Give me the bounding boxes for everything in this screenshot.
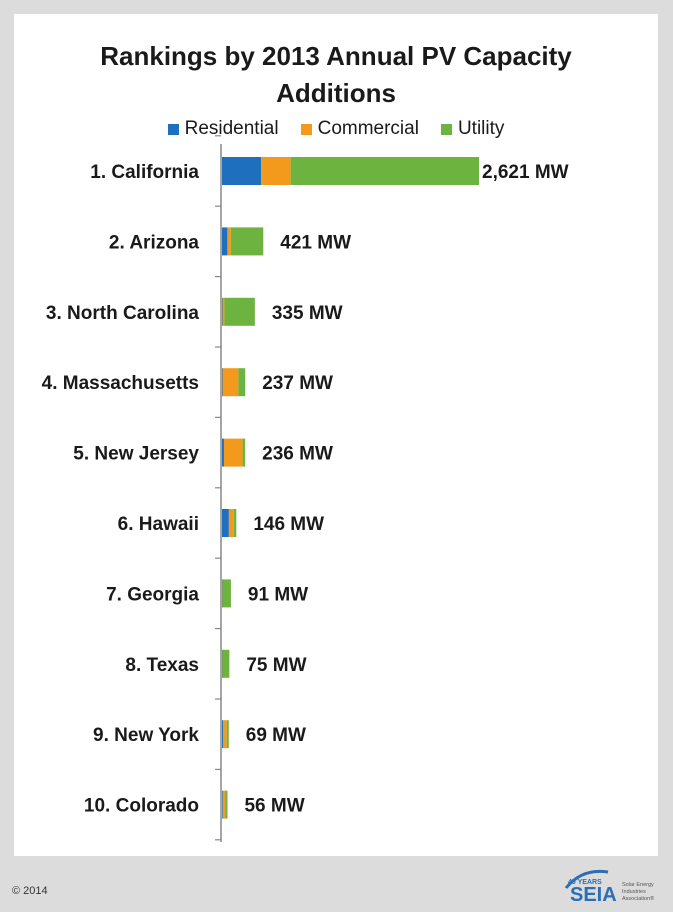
category-label-colorado: 10. Colorado <box>84 796 199 817</box>
seia-logo-icon: 40 YEARS SEIA Solar Energy Industries As… <box>564 869 654 906</box>
bar-new-york-utility <box>226 720 229 749</box>
category-label-new-york: 9. New York <box>93 725 199 746</box>
bar-new-jersey-commercial <box>223 438 243 467</box>
logo-tagline-line-1: Solar Energy <box>622 882 654 888</box>
category-label-texas: 8. Texas <box>125 655 199 676</box>
data-label-california: 2,621 MW <box>482 162 569 183</box>
chart-title: Rankings by 2013 Annual PV Capacity Addi… <box>14 38 658 112</box>
bar-california-residential <box>222 157 262 185</box>
chart-title-line-1: Rankings by 2013 Annual PV Capacity <box>100 41 572 71</box>
legend-label-utility: Utility <box>457 118 505 139</box>
legend: Residential Commercial Utility <box>14 118 658 140</box>
data-label-new-jersey: 236 MW <box>262 444 333 465</box>
bar-colorado-utility <box>225 790 228 819</box>
bar-hawaii-residential <box>222 509 229 537</box>
category-label-massachusetts: 4. Massachusetts <box>42 373 199 394</box>
category-label-north-carolina: 3. North Carolina <box>46 303 200 324</box>
bar-massachusetts-residential <box>222 368 223 397</box>
data-label-arizona: 421 MW <box>280 232 351 253</box>
legend-swatch-commercial <box>300 123 312 135</box>
data-label-north-carolina: 335 MW <box>272 303 343 324</box>
data-label-hawaii: 146 MW <box>253 514 324 535</box>
bar-north-carolina-residential <box>222 297 223 326</box>
logo-mark-text: SEIA <box>570 884 617 906</box>
legend-item-commercial: Commercial <box>300 118 419 140</box>
bar-north-carolina-commercial <box>222 297 225 326</box>
bar-georgia-utility <box>222 579 231 608</box>
bar-arizona-commercial <box>227 227 231 256</box>
bar-hawaii-commercial <box>228 509 234 537</box>
bar-new-york-commercial <box>222 720 227 749</box>
bar-arizona-residential <box>222 227 228 256</box>
data-label-texas: 75 MW <box>246 655 306 676</box>
bar-new-jersey-residential <box>222 438 224 467</box>
legend-item-residential: Residential <box>167 118 279 140</box>
bar-new-jersey-utility <box>242 438 246 467</box>
bar-new-york-residential <box>222 720 223 749</box>
chart-title-line-2: Additions <box>276 78 396 108</box>
chart-panel: Rankings by 2013 Annual PV Capacity Addi… <box>14 14 658 856</box>
bar-california-utility <box>290 157 479 185</box>
copyright-text: © 2014 <box>12 885 48 897</box>
data-label-new-york: 69 MW <box>246 725 306 746</box>
legend-swatch-utility <box>440 123 452 135</box>
bar-colorado-commercial <box>222 790 226 819</box>
data-label-colorado: 56 MW <box>244 796 304 817</box>
bar-colorado-residential <box>222 790 223 819</box>
bar-chart-svg: 1. California 2,621 MW 2. Arizona 421 MW 3. … <box>42 135 569 842</box>
bar-hawaii-utility <box>233 509 237 537</box>
category-label-new-jersey: 5. New Jersey <box>73 444 199 465</box>
bar-massachusetts-utility <box>238 368 246 397</box>
legend-label-commercial: Commercial <box>317 118 419 139</box>
bar-arizona-utility <box>230 227 264 256</box>
logo-badge-text: 40 YEARS <box>568 879 602 886</box>
bar-massachusetts-commercial <box>222 368 239 397</box>
category-label-hawaii: 6. Hawaii <box>118 514 199 535</box>
category-label-california: 1. California <box>90 162 199 183</box>
category-label-arizona: 2. Arizona <box>109 232 200 253</box>
bar-texas-utility <box>222 649 230 678</box>
logo-tagline-line-3: Association® <box>622 895 654 902</box>
bar-north-carolina-utility <box>224 297 255 326</box>
legend-label-residential: Residential <box>184 118 279 139</box>
category-label-georgia: 7. Georgia <box>106 584 199 605</box>
bar-california-commercial <box>261 157 291 185</box>
logo-tagline-line-2: Industries <box>622 889 646 895</box>
legend-item-utility: Utility <box>440 118 505 140</box>
legend-swatch-residential <box>167 123 179 135</box>
data-label-georgia: 91 MW <box>248 584 308 605</box>
data-label-massachusetts: 237 MW <box>262 373 333 394</box>
